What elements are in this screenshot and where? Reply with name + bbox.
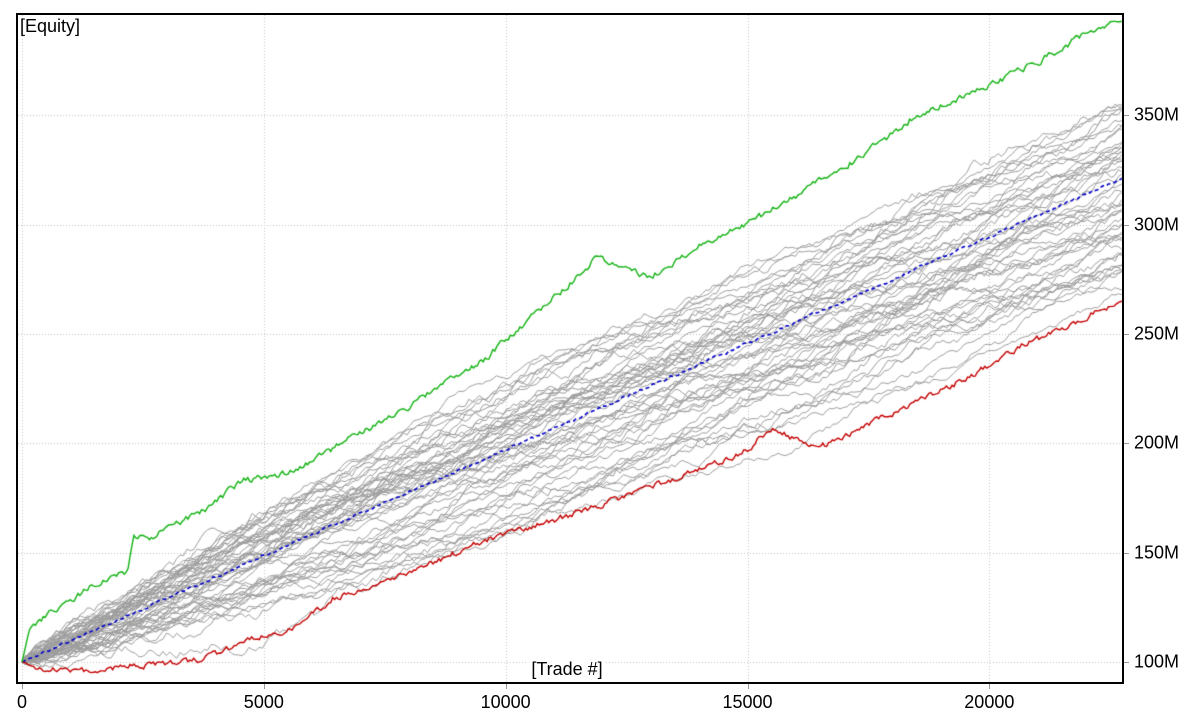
equity-curves-canvas	[18, 15, 1122, 682]
x-tick-label-0: 0	[16, 692, 28, 712]
y-tick-label-300M: 300M	[1134, 214, 1180, 235]
x-tick-label-20000: 20000	[964, 692, 1015, 712]
x-tick-mark	[989, 684, 990, 689]
trade-number-axis-label: [Trade #]	[528, 659, 606, 680]
y-tick-mark	[1124, 334, 1129, 335]
y-tick-label-250M: 250M	[1134, 323, 1180, 344]
y-tick-label-150M: 150M	[1134, 542, 1180, 563]
y-tick-label-200M: 200M	[1134, 432, 1180, 453]
x-tick-label-10000: 10000	[480, 692, 531, 712]
x-tick-mark	[264, 684, 265, 689]
x-tick-mark	[22, 684, 23, 689]
x-tick-mark	[748, 684, 749, 689]
y-tick-mark	[1124, 225, 1129, 226]
x-tick-label-15000: 15000	[722, 692, 773, 712]
y-tick-mark	[1124, 115, 1129, 116]
x-tick-label-5000: 5000	[243, 692, 284, 712]
y-tick-label-350M: 350M	[1134, 104, 1180, 125]
y-tick-mark	[1124, 443, 1129, 444]
equity-axis-label: [Equity]	[20, 16, 81, 36]
x-tick-mark	[506, 684, 507, 689]
y-tick-mark	[1124, 553, 1129, 554]
y-tick-mark	[1124, 662, 1129, 663]
y-tick-label-100M: 100M	[1134, 651, 1180, 672]
